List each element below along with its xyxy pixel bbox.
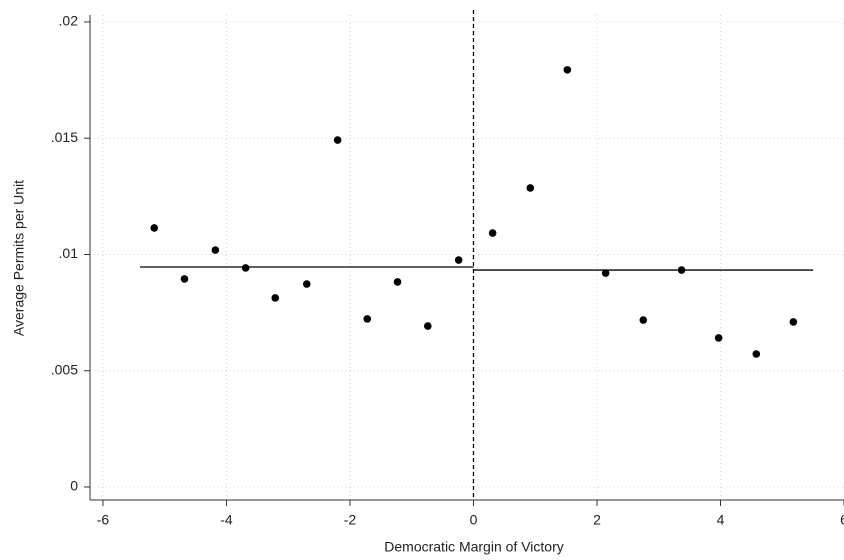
point xyxy=(488,229,497,237)
y-tick-label: 0 xyxy=(70,478,78,494)
point xyxy=(526,184,535,192)
point xyxy=(789,318,798,326)
x-axis-title: Democratic Margin of Victory xyxy=(384,539,563,555)
y-tick-label: .015 xyxy=(51,129,78,145)
point xyxy=(454,256,463,264)
x-tick-label: -4 xyxy=(220,512,233,528)
y-tick-label: .005 xyxy=(51,361,78,377)
point xyxy=(714,334,723,342)
x-tick-label: -6 xyxy=(97,512,110,528)
y-axis-title: Average Permits per Unit xyxy=(11,180,27,336)
point xyxy=(601,269,610,277)
x-tick-label: 0 xyxy=(470,512,478,528)
point xyxy=(363,315,372,323)
y-tick-label: .01 xyxy=(59,245,79,261)
point xyxy=(271,294,280,302)
point xyxy=(423,322,432,330)
point xyxy=(639,316,648,324)
x-tick-label: -2 xyxy=(344,512,357,528)
point xyxy=(241,264,250,272)
point xyxy=(180,275,189,283)
y-tick-label: .02 xyxy=(59,13,79,29)
point xyxy=(752,350,761,358)
point xyxy=(333,136,342,144)
x-tick-label: 4 xyxy=(717,512,725,528)
point xyxy=(211,246,220,254)
x-tick-label: 6 xyxy=(840,512,844,528)
point xyxy=(563,66,572,74)
point xyxy=(302,280,311,288)
point xyxy=(150,224,159,232)
point xyxy=(393,278,402,286)
x-tick-label: 2 xyxy=(593,512,601,528)
